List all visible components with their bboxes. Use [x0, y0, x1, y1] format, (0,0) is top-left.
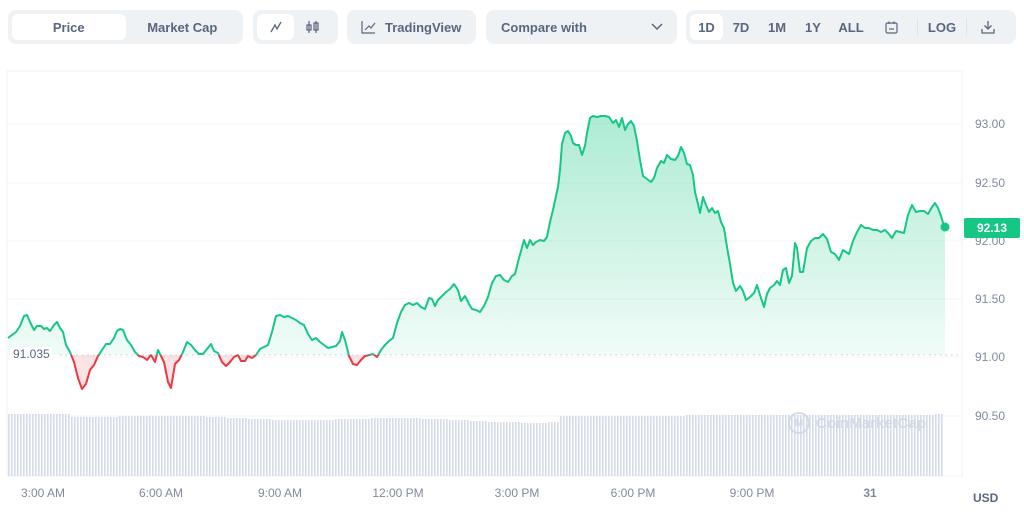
- x-tick: 6:00 AM: [138, 486, 184, 500]
- toolbar-divider: [966, 18, 967, 36]
- chart-toolbar: Price Market Cap TradingView Compare wit…: [0, 10, 1024, 46]
- tradingview-icon: [361, 21, 376, 34]
- range-all[interactable]: ALL: [838, 19, 864, 35]
- y-tick: 90.50: [975, 409, 1006, 423]
- x-tick: 12:00 PM: [372, 486, 424, 500]
- compare-with-label: Compare with: [501, 19, 587, 35]
- range-1m[interactable]: 1M: [767, 19, 787, 35]
- tab-market-cap[interactable]: Market Cap: [147, 19, 218, 35]
- calendar-icon: [884, 21, 898, 34]
- currency-label: USD: [973, 491, 999, 505]
- chart-type-toggle: [253, 10, 338, 44]
- date-range-button[interactable]: [871, 14, 911, 40]
- compare-with-dropdown[interactable]: Compare with: [486, 10, 677, 44]
- range-toggle: 1D 7D 1M 1Y ALL LOG: [686, 10, 1016, 44]
- log-scale-toggle[interactable]: LOG: [927, 19, 957, 35]
- range-1d[interactable]: 1D: [690, 14, 723, 40]
- x-tick: 31: [863, 486, 877, 500]
- coinmarketcap-watermark: M CoinMarketCap: [788, 412, 926, 434]
- candlestick-button[interactable]: [294, 14, 331, 40]
- x-tick: 3:00 AM: [20, 486, 66, 500]
- line-chart-button[interactable]: [257, 14, 294, 40]
- y-tick: 91.50: [975, 292, 1006, 306]
- x-tick: 3:00 PM: [494, 486, 540, 500]
- x-tick: 9:00 AM: [257, 486, 303, 500]
- tab-price[interactable]: Price: [12, 14, 126, 40]
- y-tick: 93.00: [975, 117, 1006, 131]
- y-tick: 92.50: [975, 176, 1006, 190]
- chevron-down-icon: [651, 23, 663, 31]
- tradingview-label: TradingView: [385, 19, 462, 35]
- tradingview-button[interactable]: TradingView: [347, 10, 476, 44]
- y-tick: 91.00: [975, 350, 1006, 364]
- volume-bars: [8, 414, 943, 476]
- current-price-dot: [940, 222, 950, 232]
- current-price-tag: 92.13: [964, 218, 1020, 238]
- line-chart-icon: [269, 21, 282, 33]
- candlestick-icon: [305, 21, 319, 33]
- x-tick: 6:00 PM: [610, 486, 656, 500]
- x-tick: 9:00 PM: [729, 486, 775, 500]
- watermark-text: CoinMarketCap: [816, 414, 927, 432]
- download-icon: [981, 21, 995, 34]
- view-toggle: Price Market Cap: [8, 10, 243, 44]
- open-price-label: 91.035: [11, 347, 52, 361]
- download-button[interactable]: [973, 14, 1003, 40]
- price-line-down: [70, 355, 380, 390]
- coinmarketcap-logo-icon: M: [788, 412, 810, 434]
- price-line-up: [7, 115, 946, 355]
- range-7d[interactable]: 7D: [732, 19, 750, 35]
- toolbar-divider: [917, 18, 918, 36]
- range-1y[interactable]: 1Y: [805, 19, 821, 35]
